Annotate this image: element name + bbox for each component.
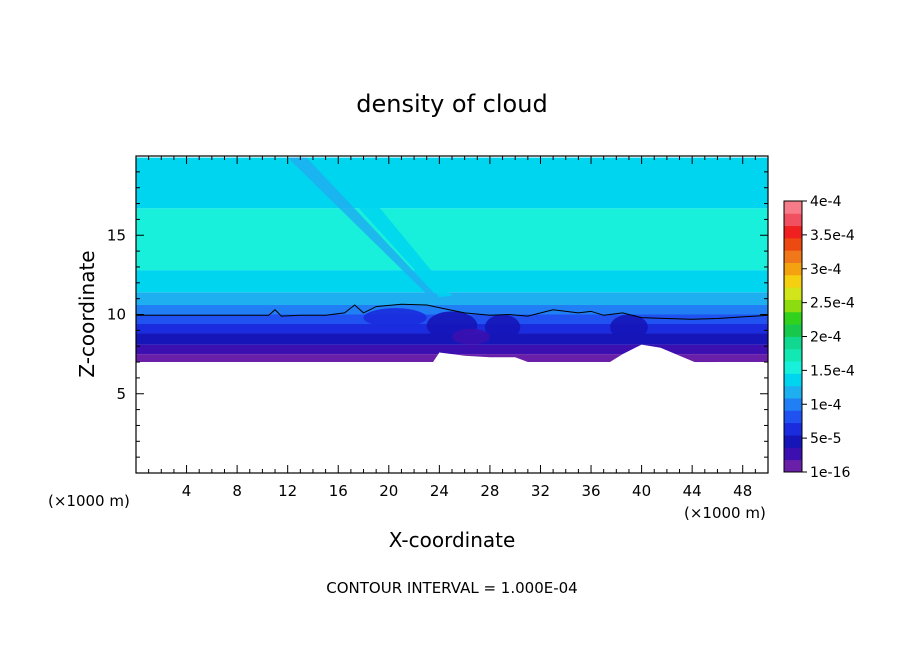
colorbar-tick-label: 1.5e-4	[810, 363, 855, 379]
y-tick-label: 5	[116, 385, 126, 403]
colorbar-segment	[784, 324, 802, 337]
y-tick-label: 15	[107, 226, 126, 244]
clear-air-region	[136, 344, 768, 473]
chart-title: density of cloud	[356, 90, 547, 118]
colorbar-tick-label: 4e-4	[810, 194, 842, 210]
dark-cell-4	[363, 308, 427, 328]
colorbar-segment	[784, 336, 802, 350]
dark-cell-5	[610, 314, 648, 340]
colorbar-segment	[784, 348, 802, 362]
x-tick-label: 12	[278, 482, 297, 500]
x-unit-right: (×1000 m)	[684, 504, 766, 522]
x-tick-label: 4	[182, 482, 192, 500]
colorbar-tick-label: 3e-4	[810, 262, 842, 278]
x-tick-label: 32	[531, 482, 550, 500]
y-axis: 5 10 15	[107, 171, 768, 458]
x-tick-label: 44	[683, 482, 702, 500]
colorbar-segment	[784, 250, 802, 263]
colorbar-segment	[784, 447, 802, 461]
colorbar-segment	[784, 274, 802, 288]
colorbar-segment	[784, 410, 802, 424]
colorbar-segment	[784, 422, 802, 436]
colorbar-segment	[784, 213, 802, 227]
colorbar-segment	[784, 237, 802, 251]
colorbar-tick-label: 1e-16	[810, 465, 850, 481]
shear-plume-1	[312, 157, 452, 298]
colorbar-segment	[784, 201, 802, 214]
cloud-layer-6	[136, 292, 768, 305]
x-tick-label: 24	[430, 482, 449, 500]
cloud-layer-7	[136, 270, 768, 293]
y-axis-label: Z-coordinate	[75, 250, 99, 377]
x-tick-label: 40	[632, 482, 651, 500]
plot-area	[136, 157, 768, 473]
contour-line	[136, 303, 768, 320]
colorbar-tick-label: 5e-5	[810, 431, 841, 447]
x-tick-label: 20	[379, 482, 398, 500]
contour-interval-note: CONTOUR INTERVAL = 1.000E-04	[326, 579, 577, 597]
colorbar-segment	[784, 299, 802, 313]
y-tick-label: 10	[107, 306, 126, 324]
cloud-layer-8	[136, 208, 768, 271]
colorbar-segment	[784, 373, 802, 387]
cloud-layer-5	[136, 304, 768, 315]
dark-cell-6	[452, 328, 490, 345]
colorbar: 4e-4 3.5e-4 3e-4 2.5e-4 2e-4 1.5e-4 1e-4 5e-5 1e…	[783, 194, 855, 481]
colorbar-segment	[784, 398, 802, 411]
x-tick-label: 8	[232, 482, 242, 500]
x-unit-left: (×1000 m)	[48, 492, 130, 510]
colorbar-segment	[784, 262, 802, 276]
colorbar-tick-label: 3.5e-4	[810, 228, 855, 244]
x-tick-label: 36	[581, 482, 600, 500]
x-axis: 4 8 12 16 20 24 28 32 36 40 44 48	[148, 156, 756, 500]
colorbar-segment	[784, 361, 802, 374]
colorbar-segment	[784, 225, 802, 239]
x-tick-label: 48	[733, 482, 752, 500]
x-axis-label: X-coordinate	[389, 528, 516, 552]
colorbar-tick-label: 2.5e-4	[810, 296, 855, 312]
cloud-layer-9	[136, 157, 768, 209]
x-tick-label: 28	[480, 482, 499, 500]
colorbar-segment	[784, 311, 802, 325]
colorbar-segment	[784, 459, 802, 473]
colorbar-segment	[784, 287, 802, 300]
dark-cell-3	[484, 314, 521, 340]
colorbar-tick-label: 1e-4	[810, 397, 842, 413]
colorbar-segment	[784, 435, 802, 448]
x-tick-label: 16	[329, 482, 348, 500]
shear-plume-0	[287, 157, 440, 301]
cloud-layer-1	[136, 344, 768, 355]
colorbar-segment	[784, 385, 802, 399]
colorbar-tick-label: 2e-4	[810, 330, 842, 346]
